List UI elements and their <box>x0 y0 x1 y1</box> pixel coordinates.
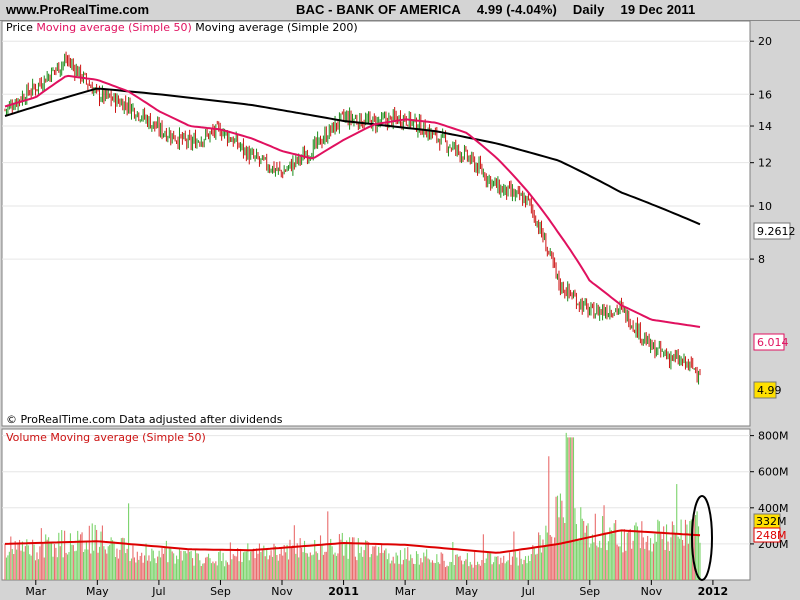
volume-tick-label: 800M <box>758 430 789 443</box>
ma200-value-text: 9.2612 <box>757 225 796 238</box>
price-legend: Price Moving average (Simple 50) Moving … <box>6 21 358 34</box>
x-axis: Mar May Jul Sep Nov 2011 Mar May Jul Sep Nov 2012 <box>25 580 728 598</box>
ma50-value-tag: 6.014 <box>753 333 789 351</box>
volume-tick-label: 400M <box>758 502 789 515</box>
x-tick-label: Mar <box>395 585 416 598</box>
highlight-ellipse <box>691 495 713 581</box>
price-value-text: 4.99 <box>757 384 782 397</box>
symbol-label: BAC - BANK OF AMERICA <box>296 2 461 17</box>
price-plot-area <box>1 20 751 427</box>
price-tick-label: 8 <box>758 253 765 266</box>
price-y-axis: 20 16 14 12 10 8 <box>750 35 772 266</box>
volume-value-tag: 332M <box>753 513 787 529</box>
header-bar: www.ProRealTime.com BAC - BANK OF AMERIC… <box>0 0 800 21</box>
x-tick-label: Nov <box>271 585 293 598</box>
volume-tick-label: 600M <box>758 466 789 479</box>
price-tick-label: 14 <box>758 120 772 133</box>
period-label: Daily <box>572 2 605 17</box>
chart-title: BAC - BANK OF AMERICA 4.99 (-4.04%) Daily 1… <box>296 0 695 20</box>
x-tick-label: Sep <box>210 585 231 598</box>
volume-ma50-line <box>4 529 701 554</box>
volume-value-text: 332M <box>756 515 787 528</box>
x-tick-label: Mar <box>25 585 46 598</box>
ma200-line <box>4 87 701 226</box>
volume-legend: Volume Moving average (Simple 50) <box>6 431 206 444</box>
legend-ma200: Moving average (Simple 200) <box>195 21 357 34</box>
ma200-value-tag: 9.2612 <box>753 222 796 240</box>
price-tick-label: 10 <box>758 200 772 213</box>
price-tick-label: 12 <box>758 157 772 170</box>
legend-ma50: Moving average (Simple 50) <box>36 21 191 34</box>
price-value-tag: 4.99 <box>753 381 782 399</box>
legend-volume-ma50: Moving average (Simple 50) <box>50 431 205 444</box>
site-label[interactable]: www.ProRealTime.com <box>6 2 150 17</box>
price-tick-label: 20 <box>758 35 772 48</box>
volume-ma-value-tag: 248M <box>753 527 787 543</box>
volume-ma-value-text: 248M <box>756 529 787 542</box>
x-tick-label: Sep <box>579 585 600 598</box>
x-tick-label: Jul <box>151 585 165 598</box>
x-tick-label: 2011 <box>328 585 359 598</box>
x-tick-label: Nov <box>641 585 663 598</box>
x-tick-label: May <box>455 585 478 598</box>
legend-volume: Volume <box>6 431 47 444</box>
ma50-value-text: 6.014 <box>757 336 789 349</box>
footer-note: © ProRealTime.com Data adjusted after di… <box>6 413 283 426</box>
legend-price: Price <box>6 21 33 34</box>
x-tick-label: May <box>86 585 109 598</box>
price-candles <box>4 51 701 385</box>
x-tick-label: Jul <box>521 585 535 598</box>
price-tick-label: 16 <box>758 88 772 101</box>
ma50-line <box>4 74 701 328</box>
volume-bars <box>4 432 701 580</box>
x-tick-label: 2012 <box>698 585 729 598</box>
date-label: 19 Dec 2011 <box>620 2 696 17</box>
price-change-label: 4.99 (-4.04%) <box>476 2 557 17</box>
